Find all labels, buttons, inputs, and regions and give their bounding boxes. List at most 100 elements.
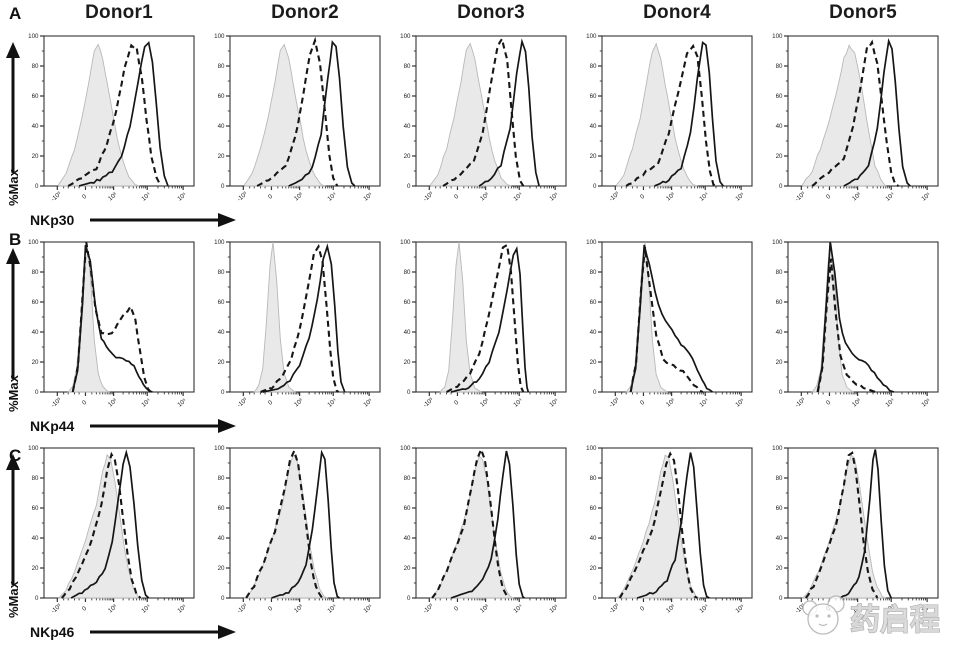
x-tick-label: 0 (453, 605, 461, 613)
y-tick-label: 20 (218, 153, 225, 160)
row-nkp44: %Max 0 20 40 60 80 100 -10³ 0 10³ 10⁴ 10⁵ 0 20 40 60 8… (0, 234, 957, 440)
histogram-panel-c-donor3: 0 20 40 60 80 100 -10³ 0 10³ 10⁴ 10⁵ (400, 445, 567, 615)
y-axis-arrowhead-icon (6, 248, 20, 264)
x-tick-label: 10⁴ (698, 397, 710, 409)
x-tick-label: 10⁴ (326, 191, 338, 203)
plot-frame (43, 241, 195, 393)
x-tick-label: 10³ (107, 603, 118, 614)
y-tick-label: 0 (779, 595, 783, 602)
solid-curve (70, 449, 150, 599)
y-axis-gutter: %Max (6, 454, 21, 618)
dashed-curve (442, 36, 525, 187)
y-axis-gutter: %Max (6, 42, 21, 206)
y-tick-label: 40 (776, 123, 783, 130)
solid-curve (271, 449, 340, 599)
y-axis-label: %Max (6, 374, 21, 412)
x-tick-label: 0 (639, 193, 647, 201)
x-tick-label: 10³ (479, 397, 490, 408)
y-tick-label: 100 (28, 33, 39, 40)
x-tick-label: 10⁴ (512, 397, 524, 409)
y-tick-label: 100 (214, 445, 225, 452)
y-tick-label: 0 (593, 595, 597, 602)
y-tick-label: 60 (590, 93, 597, 100)
y-tick-label: 0 (407, 183, 411, 190)
x-tick-label: 10⁴ (884, 603, 896, 615)
x-tick-label: 10³ (851, 603, 862, 614)
x-tick-label: -10³ (422, 191, 435, 203)
x-tick-label: 10³ (851, 191, 862, 202)
x-tick-label: -10³ (422, 397, 435, 409)
y-tick-label: 60 (218, 299, 225, 306)
x-tick-label: 0 (267, 605, 275, 613)
solid-curve (450, 450, 525, 599)
x-tick-label: 10⁵ (734, 397, 746, 409)
x-tick-label: -10³ (50, 603, 63, 615)
y-tick-label: 20 (32, 565, 39, 572)
y-axis-gutter: %Max (6, 248, 21, 412)
y-tick-label: 0 (221, 183, 225, 190)
y-tick-label: 80 (218, 63, 225, 70)
x-axis-arrow (90, 625, 237, 639)
column-title-donor1: Donor1 (85, 2, 153, 23)
control-filled-curve (430, 42, 512, 187)
x-axis-label-nkp44: NKp44 (30, 418, 75, 434)
plot-frame (415, 241, 567, 393)
y-tick-label: 80 (404, 63, 411, 70)
control-filled-curve (58, 43, 140, 187)
panel-label-b: B (9, 230, 22, 249)
x-axis-arrow (90, 213, 237, 227)
y-tick-label: 60 (590, 505, 597, 512)
control-filled-curve (801, 454, 886, 599)
x-tick-label: 10⁵ (920, 603, 932, 615)
solid-curve (450, 246, 530, 393)
x-tick-label: 10³ (293, 397, 304, 408)
y-axis-arrowhead-icon (6, 454, 20, 470)
y-tick-label: 40 (404, 329, 411, 336)
x-tick-label: 10⁵ (176, 397, 188, 409)
column-title-donor4: Donor4 (643, 2, 711, 23)
histogram-panel-b-donor5: 0 20 40 60 80 100 -10³ 0 10³ 10⁴ 10⁵ (772, 239, 939, 409)
x-tick-label: 10⁴ (884, 397, 896, 409)
histogram-panel-a-donor3: 0 20 40 60 80 100 -10³ 0 10³ 10⁴ 10⁵ (400, 33, 567, 203)
x-tick-label: -10³ (608, 397, 621, 409)
x-axis-label-nkp30: NKp30 (30, 212, 75, 228)
solid-curve (71, 244, 153, 393)
x-tick-label: 0 (453, 193, 461, 201)
x-tick-label: 0 (825, 399, 833, 407)
x-tick-label: 10⁴ (140, 397, 152, 409)
y-tick-label: 60 (590, 299, 597, 306)
row-nkp30: %Max 0 20 40 60 80 100 -10³ 0 10³ 10⁴ 10⁵ 0 20 40 60 8… (0, 28, 957, 234)
x-tick-label: 10⁴ (884, 191, 896, 203)
x-tick-label: -10³ (50, 191, 63, 203)
x-tick-label: 0 (639, 605, 647, 613)
x-tick-label: 10⁵ (920, 191, 932, 203)
y-tick-label: 0 (779, 183, 783, 190)
dashed-curve (618, 451, 698, 599)
y-tick-label: 20 (404, 359, 411, 366)
y-tick-label: 40 (776, 329, 783, 336)
x-tick-label: 10³ (665, 191, 676, 202)
y-tick-label: 80 (776, 269, 783, 276)
x-tick-label: 10⁵ (176, 191, 188, 203)
y-tick-label: 0 (779, 389, 783, 396)
x-tick-label: 0 (825, 193, 833, 201)
y-tick-label: 80 (32, 475, 39, 482)
y-tick-label: 100 (400, 239, 411, 246)
dashed-curve (67, 43, 162, 187)
y-tick-label: 40 (590, 535, 597, 542)
y-tick-label: 80 (776, 475, 783, 482)
histogram-panel-c-donor5: 0 20 40 60 80 100 -10³ 0 10³ 10⁴ 10⁵ (772, 445, 939, 615)
x-tick-label: 10³ (293, 191, 304, 202)
x-tick-label: -10³ (236, 603, 249, 615)
y-tick-label: 60 (404, 93, 411, 100)
histogram-panel-a-donor1: 0 20 40 60 80 100 -10³ 0 10³ 10⁴ 10⁵ (28, 33, 195, 203)
x-tick-label: -10³ (50, 397, 63, 409)
panel-label-a: A (9, 4, 22, 23)
y-tick-label: 80 (404, 269, 411, 276)
x-tick-label: -10³ (794, 397, 807, 409)
x-axis-arrowhead-icon (218, 419, 237, 433)
x-tick-label: 0 (81, 399, 89, 407)
solid-curve (288, 40, 356, 187)
y-tick-label: 20 (590, 359, 597, 366)
x-tick-label: 10⁵ (734, 603, 746, 615)
